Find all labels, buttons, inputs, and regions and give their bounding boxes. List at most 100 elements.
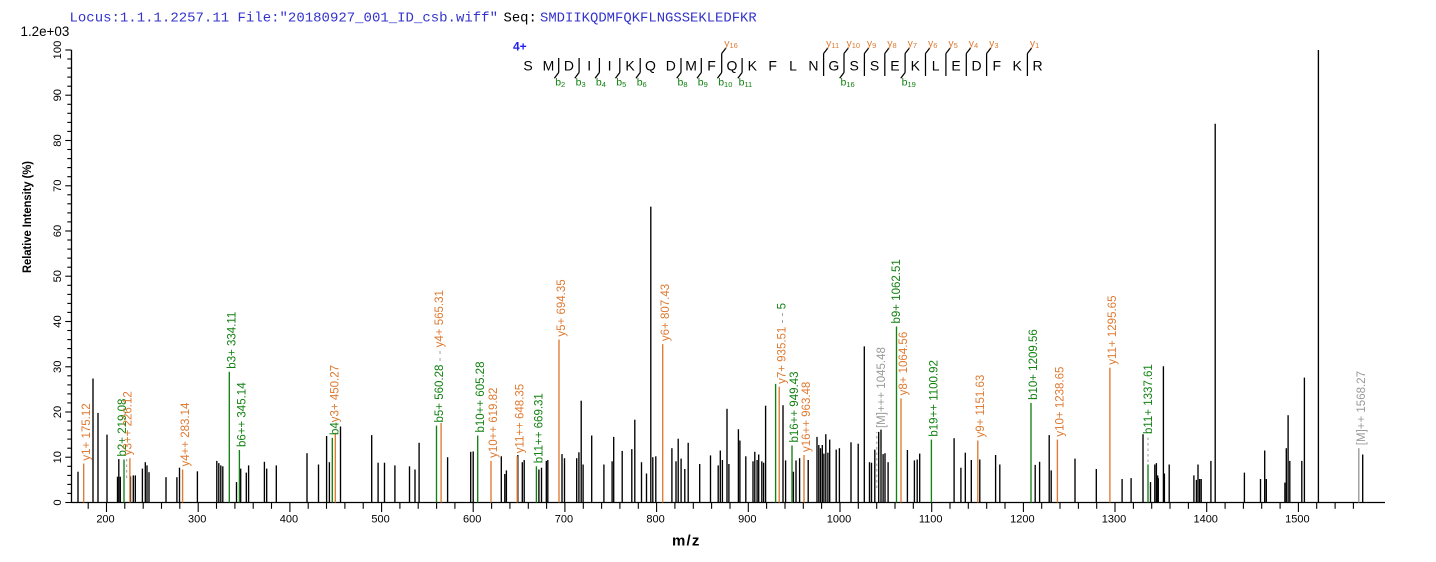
- svg-text:b4: b4: [596, 77, 606, 90]
- svg-text:500: 500: [371, 514, 389, 526]
- svg-text:b10: b10: [718, 77, 732, 90]
- svg-text:F: F: [707, 58, 716, 74]
- svg-text:700: 700: [555, 514, 573, 526]
- svg-text:D: D: [564, 58, 574, 74]
- svg-text:M: M: [543, 58, 555, 74]
- svg-text:1500: 1500: [1285, 514, 1309, 526]
- svg-text:0: 0: [52, 499, 64, 505]
- svg-text:M: M: [685, 58, 697, 74]
- svg-text:300: 300: [188, 514, 206, 526]
- svg-text:I: I: [587, 58, 591, 74]
- svg-text:N: N: [808, 58, 818, 74]
- svg-text:90: 90: [52, 89, 64, 101]
- svg-text:y5: y5: [948, 38, 957, 51]
- svg-text:y4: y4: [969, 38, 978, 51]
- svg-text:y9: y9: [867, 38, 876, 51]
- svg-text:E: E: [890, 58, 899, 74]
- svg-text:4+: 4+: [513, 40, 527, 54]
- svg-text:y1: y1: [1030, 38, 1039, 51]
- svg-text:R: R: [1033, 58, 1043, 74]
- svg-text:y1+ 175.12: y1+ 175.12: [81, 403, 93, 460]
- svg-text:y5+ 694.35: y5+ 694.35: [556, 279, 568, 336]
- svg-text:K: K: [911, 58, 921, 74]
- svg-text:y6+ 807.43: y6+ 807.43: [660, 284, 672, 341]
- svg-text:600: 600: [463, 514, 481, 526]
- svg-text:b4y3+ 450.27: b4y3+ 450.27: [329, 365, 341, 435]
- svg-text:S: S: [523, 58, 532, 74]
- svg-text:900: 900: [738, 514, 756, 526]
- svg-text:y7+ 935.51 - - 5: y7+ 935.51 - - 5: [776, 303, 788, 384]
- svg-text:200: 200: [96, 514, 114, 526]
- svg-text:1400: 1400: [1193, 514, 1217, 526]
- svg-text:S: S: [850, 58, 859, 74]
- svg-text:b16++ 949.43: b16++ 949.43: [789, 372, 801, 443]
- svg-text:400: 400: [280, 514, 298, 526]
- svg-text:y10: y10: [847, 38, 861, 51]
- svg-text:Relative Intensity (%): Relative Intensity (%): [20, 161, 34, 273]
- svg-text:1200: 1200: [1010, 514, 1034, 526]
- svg-text:y6: y6: [928, 38, 937, 51]
- svg-text:y11+ 1295.65: y11+ 1295.65: [1107, 296, 1119, 365]
- svg-text:b3: b3: [576, 77, 586, 90]
- svg-text:[M]++ 1568.27: [M]++ 1568.27: [1356, 371, 1368, 445]
- svg-text:800: 800: [646, 514, 664, 526]
- svg-text:20: 20: [52, 406, 64, 418]
- svg-text:70: 70: [52, 180, 64, 192]
- svg-text:Q: Q: [726, 58, 737, 74]
- svg-text:F: F: [768, 58, 777, 74]
- svg-text:I: I: [608, 58, 612, 74]
- svg-text:y16++ 963.48: y16++ 963.48: [801, 382, 813, 452]
- svg-text:b10++ 605.28: b10++ 605.28: [475, 361, 487, 432]
- svg-text:y7: y7: [908, 38, 917, 51]
- svg-text:60: 60: [52, 225, 64, 237]
- svg-text:y10++ 619.82: y10++ 619.82: [488, 388, 500, 458]
- svg-text:G: G: [828, 58, 839, 74]
- svg-text:y8+ 1064.56: y8+ 1064.56: [898, 332, 910, 396]
- svg-text:50: 50: [52, 270, 64, 282]
- svg-text:E: E: [951, 58, 960, 74]
- svg-text:K: K: [1013, 58, 1023, 74]
- svg-text:y16: y16: [724, 38, 738, 51]
- svg-text:b8: b8: [678, 77, 688, 90]
- svg-text:80: 80: [52, 134, 64, 146]
- svg-text:1000: 1000: [827, 514, 851, 526]
- svg-text:S: S: [870, 58, 879, 74]
- svg-text:b3+ 334.11: b3+ 334.11: [227, 312, 239, 369]
- svg-text:K: K: [625, 58, 635, 74]
- svg-text:y8: y8: [887, 38, 896, 51]
- svg-text:y3: y3: [989, 38, 998, 51]
- svg-text:y9+ 1151.63: y9+ 1151.63: [975, 375, 987, 438]
- svg-text:D: D: [666, 58, 676, 74]
- svg-text:b2+ 219.08: b2+ 219.08: [117, 399, 129, 457]
- svg-text:b5+ 560.28 - - y4+ 565.31: b5+ 560.28 - - y4+ 565.31: [434, 290, 446, 422]
- svg-text:b11: b11: [739, 77, 753, 90]
- svg-text:b10+ 1209.56: b10+ 1209.56: [1028, 329, 1040, 400]
- svg-text:10: 10: [52, 451, 64, 463]
- svg-text:b16: b16: [841, 77, 855, 90]
- svg-text:b6++ 345.14: b6++ 345.14: [237, 382, 249, 447]
- svg-text:y3++ 226.12: y3++ 226.12: [122, 391, 134, 455]
- svg-text:y10+ 1238.65: y10+ 1238.65: [1055, 367, 1067, 437]
- svg-text:[M]+++ 1045.48: [M]+++ 1045.48: [876, 347, 888, 428]
- svg-text:y11: y11: [826, 38, 839, 51]
- svg-text:1300: 1300: [1102, 514, 1126, 526]
- svg-text:K: K: [748, 58, 758, 74]
- svg-text:b19++ 1100.92: b19++ 1100.92: [929, 360, 941, 437]
- svg-text:Locus:1.1.1.2257.11 File:"2018: Locus:1.1.1.2257.11 File:"20180927_001_I…: [70, 11, 498, 27]
- svg-text:F: F: [993, 58, 1002, 74]
- svg-text:D: D: [971, 58, 981, 74]
- svg-text:Q: Q: [645, 58, 656, 74]
- svg-text:b11+ 1337.61: b11+ 1337.61: [1143, 364, 1155, 434]
- svg-text:1100: 1100: [919, 514, 943, 526]
- svg-text:m/z: m/z: [672, 533, 701, 550]
- svg-text:SMDIIKQDMFQKFLNGSSEKLEDFKR: SMDIIKQDMFQKFLNGSSEKLEDFKR: [540, 11, 757, 27]
- svg-text:L: L: [932, 58, 940, 74]
- svg-text:40: 40: [52, 315, 64, 327]
- svg-text:b9: b9: [698, 77, 708, 90]
- svg-text:b6: b6: [637, 77, 647, 90]
- svg-text:30: 30: [52, 361, 64, 373]
- svg-text:b9+ 1062.51: b9+ 1062.51: [891, 259, 903, 323]
- svg-text:Seq:: Seq:: [504, 11, 537, 27]
- svg-text:b5: b5: [616, 77, 626, 90]
- svg-text:b19: b19: [902, 77, 916, 90]
